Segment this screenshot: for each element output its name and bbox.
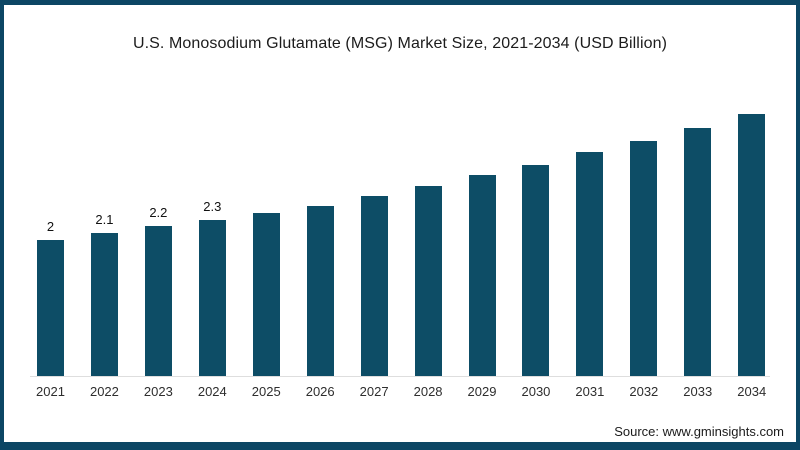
bar-2029: [468, 175, 496, 376]
x-tick-label-2033: 2033: [683, 384, 713, 399]
bar-2028: [414, 186, 442, 376]
x-tick-label-2030: 2030: [521, 384, 551, 399]
bar-2027: [360, 196, 388, 376]
x-tick-label-2023: 2023: [143, 384, 173, 399]
bar-2023: [144, 226, 172, 376]
source-attribution: Source: www.gminsights.com: [614, 424, 784, 439]
bar-2026: [306, 206, 334, 376]
value-label-2023: 2.2: [149, 205, 168, 220]
bar-2033: [684, 128, 712, 376]
bar-2024: [198, 220, 226, 376]
chart-title: U.S. Monosodium Glutamate (MSG) Market S…: [132, 35, 668, 52]
x-tick-label-2024: 2024: [197, 384, 227, 399]
x-tick-label-2022: 2022: [89, 384, 119, 399]
value-label-2024: 2.3: [203, 199, 222, 214]
x-tick-label-2025: 2025: [251, 384, 281, 399]
value-label-2022: 2.1: [95, 212, 114, 227]
x-tick-label-2027: 2027: [359, 384, 389, 399]
bar-2031: [576, 152, 604, 376]
x-axis-line: [30, 376, 770, 377]
x-tick-label-2028: 2028: [413, 384, 443, 399]
x-tick-label-2021: 2021: [36, 384, 65, 399]
bar-2022: [90, 233, 118, 376]
bar-2034: [738, 114, 766, 376]
x-tick-label-2032: 2032: [629, 384, 659, 399]
x-tick-label-2034: 2034: [737, 384, 767, 399]
x-tick-label-2031: 2031: [575, 384, 605, 399]
bar-2030: [522, 165, 550, 376]
value-label-2021: 2: [46, 219, 55, 234]
bar-2021: [37, 240, 64, 376]
bar-2032: [630, 141, 658, 376]
bar-2025: [252, 213, 280, 376]
x-tick-label-2026: 2026: [305, 384, 335, 399]
x-tick-label-2029: 2029: [467, 384, 497, 399]
